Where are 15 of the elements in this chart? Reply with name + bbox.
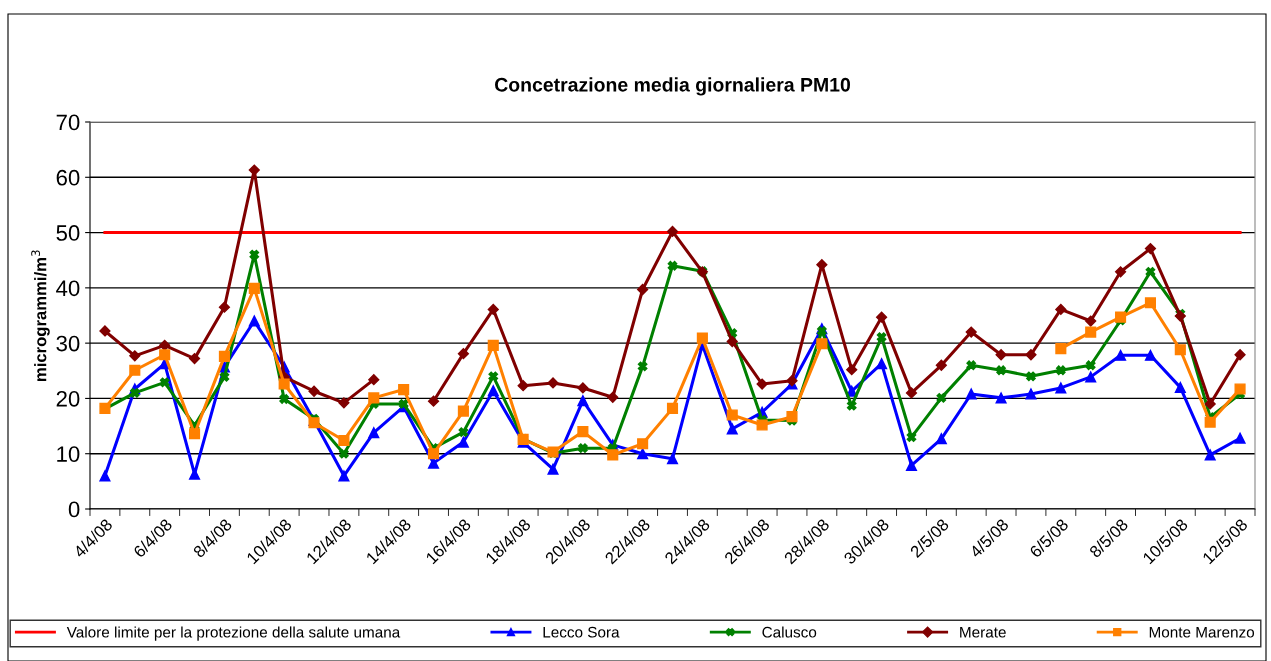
legend-label: Lecco Sora (543, 626, 620, 638)
legend-label: Calusco (762, 626, 817, 638)
legend-label: Merate (960, 626, 1006, 638)
y-tick-label: 10 (57, 446, 80, 462)
chart-title: Concetrazione media giornaliera PM10 (495, 77, 851, 96)
y-tick-label: 70 (56, 114, 80, 131)
y-tick-label: 60 (56, 169, 80, 186)
y-tick-label: 40 (56, 280, 80, 297)
y-axis-title: microgrammi/m$^{3}$ (31, 250, 50, 381)
legend-label: Monte Marenzo (1149, 626, 1255, 638)
y-tick-label: 50 (56, 225, 80, 241)
y-tick-label: 0 (68, 501, 80, 518)
y-tick-label: 20 (56, 390, 80, 407)
y-tick-label: 30 (56, 335, 80, 352)
legend-label: Valore limite per la protezione della salute umana (66, 626, 401, 641)
